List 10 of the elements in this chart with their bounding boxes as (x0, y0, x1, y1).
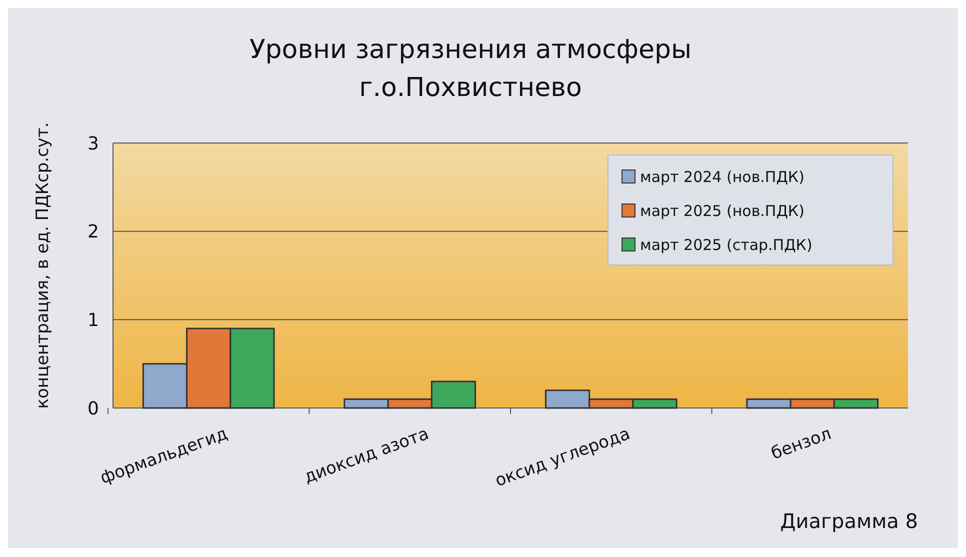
chart-title: Уровни загрязнения атмосферы г.о.Похвистнево (249, 35, 692, 103)
y-tick-label: 2 (88, 222, 99, 243)
legend-label: март 2025 (нов.ПДК) (640, 202, 804, 220)
legend-label: март 2025 (стар.ПДК) (640, 236, 812, 254)
y-tick-label: 3 (88, 133, 99, 154)
y-tick-label: 0 (88, 398, 99, 420)
y-axis-title: концентрация, в ед. ПДКср.сут. (33, 122, 53, 409)
y-tick-label: 1 (88, 310, 99, 331)
text: Диаграмма 8 (780, 509, 918, 533)
legend-label: март 2024 (нов.ПДК) (640, 168, 804, 186)
